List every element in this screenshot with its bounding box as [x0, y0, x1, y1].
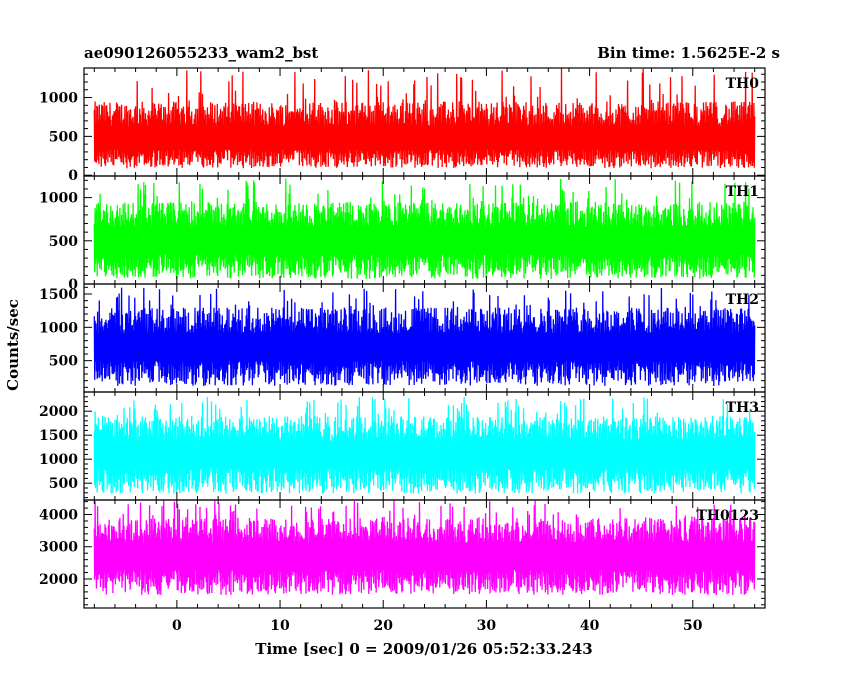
y-tick-label: 2000 [39, 572, 78, 588]
y-tick-label: 500 [49, 234, 78, 250]
panel-th0123: 2000 3000 4000 TH0123 [39, 499, 766, 609]
x-tick-label: 20 [373, 618, 393, 634]
panel-name-label: TH0123 [696, 508, 759, 524]
y-tick-label: 1000 [39, 91, 78, 107]
x-tick-label: 40 [580, 618, 600, 634]
y-tick-label: 1000 [39, 320, 78, 336]
y-tick-label: 4000 [39, 508, 78, 524]
series-line-th0 [93, 68, 756, 169]
chart-title-left: ae090126055233_wam2_bst [84, 44, 318, 62]
y-tick-label: 0 [68, 168, 78, 184]
y-tick-label: 2000 [39, 404, 78, 420]
x-tick-label: 0 [172, 618, 182, 634]
panel-name-label: TH2 [726, 292, 759, 308]
y-tick-label: 500 [49, 129, 78, 145]
x-tick-label: 10 [270, 618, 290, 634]
y-tick-label: 1500 [39, 428, 78, 444]
panel-th1: 0 500 1000 TH1 [39, 175, 766, 293]
series-line-th0123 [93, 500, 756, 596]
x-axis-label: Time [sec] 0 = 2009/01/26 05:52:33.243 [255, 640, 592, 658]
panel-th2: 500 1000 1500 TH2 [39, 283, 766, 393]
y-tick-label: 0 [68, 277, 78, 293]
y-tick-label: 3000 [39, 540, 78, 556]
series-line-th3 [93, 396, 756, 494]
y-tick-label: 1000 [39, 191, 78, 207]
y-tick-label: 1000 [39, 452, 78, 468]
series-line-th2 [93, 287, 756, 387]
y-axis-label: Counts/sec [4, 299, 22, 391]
series-line-th1 [93, 178, 756, 279]
panel-name-label: TH0 [726, 76, 760, 92]
panel-name-label: TH3 [726, 400, 759, 416]
panel-th3: 500 1000 1500 2000 TH3 [39, 391, 766, 501]
y-tick-label: 500 [49, 476, 78, 492]
x-tick-label: 50 [683, 618, 703, 634]
x-tick-label: 30 [477, 618, 497, 634]
y-tick-label: 1500 [39, 287, 78, 303]
panel-th0: 0 500 1000 TH0 [39, 67, 766, 184]
y-tick-label: 500 [49, 354, 78, 370]
panel-name-label: TH1 [726, 184, 759, 200]
chart-title-right: Bin time: 1.5625E-2 s [597, 44, 780, 62]
